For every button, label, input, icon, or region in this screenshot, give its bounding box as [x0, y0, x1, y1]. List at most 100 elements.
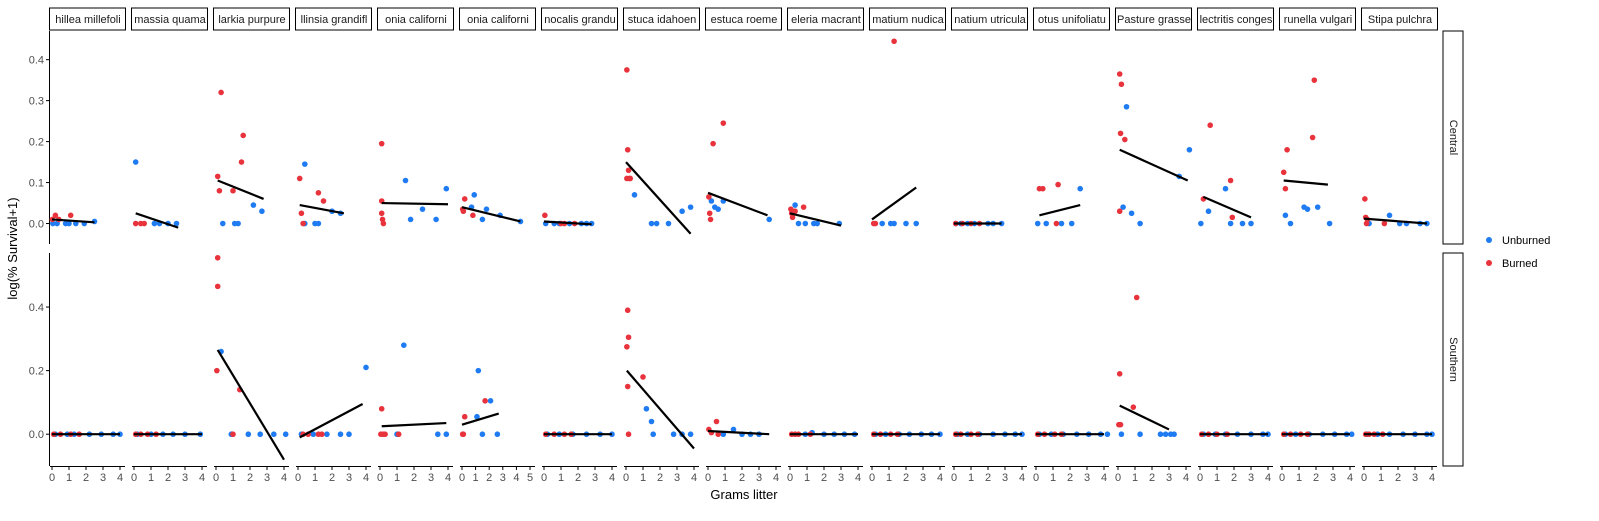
facet-strip: onia californi [459, 7, 536, 31]
unburned-point [363, 364, 369, 371]
x-tick-label: 4 [609, 472, 615, 484]
facet-strip-label: eleria macrant [791, 14, 861, 26]
unburned-point [1248, 220, 1254, 227]
unburned-point [337, 431, 344, 438]
unburned-point [1171, 431, 1177, 438]
burned-point [624, 343, 630, 350]
fit-line [707, 191, 768, 217]
x-tick-label: 4 [281, 472, 287, 484]
x-tick-label: 2 [329, 472, 335, 484]
unburned-point [631, 192, 638, 198]
unburned-point [419, 206, 426, 212]
x-tick-label: 1 [1214, 472, 1220, 484]
fit-line [135, 212, 179, 229]
x-tick-label: 3 [264, 472, 270, 484]
unburned-point [433, 216, 439, 223]
unburned-point [814, 220, 820, 227]
unburned-point [407, 216, 414, 223]
burned-point [216, 187, 223, 194]
fit-line [51, 218, 95, 224]
facet-strip: larkia purpure [213, 7, 290, 31]
fit-line [707, 429, 770, 436]
burned-point [1309, 134, 1316, 141]
facet-strip: onia californi [377, 7, 454, 31]
facet-strip: natium utricula [951, 7, 1028, 31]
y-tick-label: 0.0 [29, 219, 44, 231]
legend-label: Burned [1502, 258, 1537, 270]
unburned-point [1034, 220, 1041, 227]
burned-point [710, 140, 716, 147]
x-tick-label: 2 [1067, 472, 1073, 484]
facet-strip-label: llinsia grandifl [301, 14, 368, 26]
x-tick-label: 1 [886, 472, 892, 484]
burned-point [378, 210, 385, 217]
facet-strip: eleria macrant [787, 7, 864, 31]
facet-strip-label: onia californi [467, 14, 529, 26]
facet-strip: matium nudica [869, 7, 946, 31]
fit-line [789, 212, 842, 227]
unburned-point [708, 198, 715, 204]
burned-point [1133, 294, 1140, 301]
unburned-point [257, 431, 264, 438]
burned-point [1362, 196, 1368, 202]
burned-point [1229, 214, 1236, 221]
burned-point [625, 167, 632, 174]
fit-line [1202, 195, 1252, 219]
y-tick-label: 0.1 [29, 178, 44, 190]
facet-strip-label: natium utricula [954, 14, 1026, 26]
fit-line [625, 161, 692, 235]
burned-point [1311, 77, 1318, 83]
unburned-point [1348, 431, 1355, 438]
facet-strip-box [377, 7, 454, 31]
fit-line [461, 412, 500, 426]
unburned-point [402, 177, 409, 184]
burned-point [460, 431, 467, 438]
unburned-point [151, 220, 158, 227]
unburned-point [648, 220, 655, 227]
unburned-point [1326, 220, 1333, 227]
burned-point [1227, 177, 1234, 184]
unburned-point [483, 206, 490, 212]
burned-point [67, 212, 74, 219]
facet-strip-label: otus unifoliatu [1038, 14, 1106, 26]
burned-point [715, 431, 721, 438]
x-tick-label: 1 [640, 472, 646, 484]
x-tick-label: 0 [213, 472, 219, 484]
x-tick-label: 4 [1265, 472, 1271, 484]
facet-strip-box [1279, 7, 1356, 31]
unburned-point [1104, 431, 1111, 438]
unburned-point [665, 220, 672, 227]
unburned-point [1282, 212, 1289, 219]
fit-line [1119, 404, 1170, 431]
burned-point [319, 431, 325, 438]
burned-point [380, 220, 387, 227]
unburned-point [250, 202, 257, 208]
x-tick-label: 0 [1033, 472, 1039, 484]
facet-strip: Stipa pulchra [1361, 7, 1438, 31]
x-tick-label: 2 [247, 472, 253, 484]
facet-strip: estuca roeme [705, 7, 782, 31]
x-tick-label: 4 [199, 472, 205, 484]
burned-point [625, 334, 632, 341]
x-tick-label: 2 [903, 472, 909, 484]
burned-point [713, 418, 720, 425]
unburned-point [1128, 210, 1135, 217]
x-tick-label: 2 [1149, 472, 1155, 484]
facet-strip-label: runella vulgari [1284, 14, 1352, 26]
x-tick-label: 1 [558, 472, 564, 484]
x-tick-label: 1 [1132, 472, 1138, 484]
x-tick-label: 0 [1197, 472, 1203, 484]
x-tick-label: 3 [756, 472, 762, 484]
burned-point [624, 383, 631, 390]
burned-point [240, 132, 246, 139]
burned-point [1284, 146, 1290, 153]
unburned-point [443, 431, 450, 438]
facet-strip-label: matium nudica [872, 14, 944, 26]
facet-strip-box [131, 7, 208, 31]
facet-strip-label: onia californi [385, 14, 447, 26]
x-tick-label: 4 [773, 472, 779, 484]
x-tick-label: 4 [513, 472, 519, 484]
x-tick-label: 3 [500, 472, 506, 484]
facet-strip-box [869, 7, 946, 31]
unburned-point [670, 431, 677, 438]
